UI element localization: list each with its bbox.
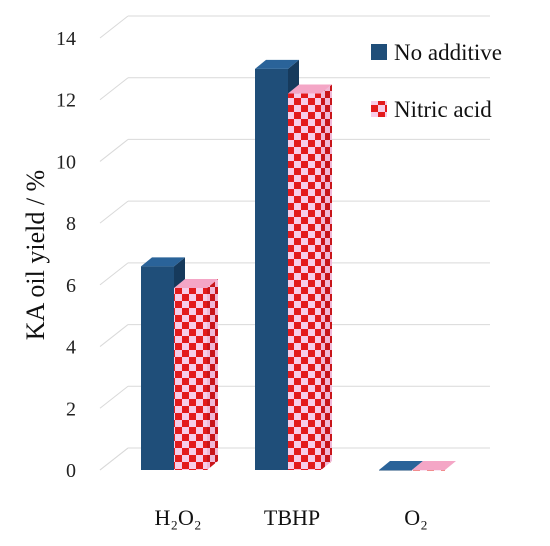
- bar-top: [288, 84, 332, 94]
- bar-nitric-acid: [288, 84, 332, 471]
- y-tick-label: 0: [66, 460, 76, 482]
- category-label: O₂: [404, 505, 428, 530]
- grid-line-diagonal: [99, 77, 129, 101]
- legend-swatch: [371, 101, 387, 117]
- grid-line-diagonal: [99, 15, 129, 39]
- category-label: TBHP: [264, 505, 320, 530]
- y-tick-label: 10: [56, 151, 76, 173]
- bar-top: [379, 461, 423, 470]
- y-tick-label: 2: [66, 398, 76, 420]
- grid-line-diagonal: [99, 139, 129, 162]
- y-axis-title: KA oil yield / %: [21, 170, 50, 340]
- bar-top: [255, 59, 299, 69]
- y-tick-label: 14: [56, 28, 76, 50]
- legend-label: Nitric acid: [394, 97, 492, 122]
- grid-line-diagonal: [99, 324, 129, 347]
- bar-front: [288, 93, 321, 471]
- y-tick-label: 12: [56, 90, 76, 112]
- bar-no-additive: [379, 461, 423, 471]
- bar-front: [379, 470, 412, 471]
- y-tick-label: 4: [66, 337, 76, 359]
- bar-side: [207, 278, 218, 470]
- grid-line-diagonal: [99, 385, 129, 409]
- category-labels: H₂O₂ TBHP O₂: [154, 505, 427, 530]
- bars: [141, 59, 456, 471]
- bar-front: [255, 68, 288, 470]
- legend-swatch: [371, 44, 387, 60]
- bar-nitric-acid: [412, 461, 456, 471]
- bar-top: [141, 257, 185, 267]
- legend-label: No additive: [394, 40, 502, 65]
- bar-nitric-acid: [174, 278, 218, 470]
- y-tick-label: 8: [66, 213, 76, 235]
- y-tick-labels: 0 2 4 6 8 10 12 14: [56, 28, 76, 482]
- bar-front: [141, 266, 174, 470]
- grid-line-diagonal: [99, 262, 129, 286]
- y-tick-label: 6: [66, 275, 76, 297]
- bar-side: [321, 84, 332, 471]
- bar-top: [412, 461, 456, 470]
- bar-front: [174, 287, 207, 470]
- grid-line-diagonal: [99, 447, 129, 471]
- category-label: H₂O₂: [154, 505, 201, 530]
- bar-top: [174, 278, 218, 288]
- legend: No additive Nitric acid: [371, 40, 502, 122]
- grid-line-diagonal: [99, 200, 129, 224]
- bar-front: [412, 470, 445, 471]
